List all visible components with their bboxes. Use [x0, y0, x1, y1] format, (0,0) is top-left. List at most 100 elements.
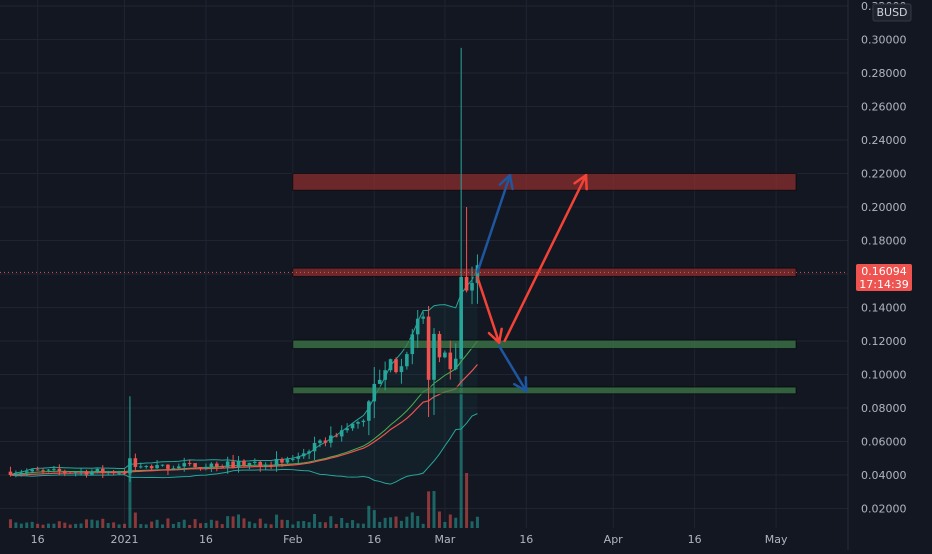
candle-body[interactable] — [68, 472, 72, 474]
candle-body[interactable] — [269, 465, 273, 467]
candle-body[interactable] — [301, 453, 306, 457]
projection-arrows[interactable] — [476, 173, 588, 393]
candle-body[interactable] — [323, 440, 328, 443]
candle-body[interactable] — [247, 462, 252, 466]
candle-body[interactable] — [8, 471, 13, 475]
candle-body[interactable] — [220, 466, 225, 468]
candle-body[interactable] — [117, 472, 121, 474]
candle-body[interactable] — [318, 440, 322, 443]
candles[interactable] — [8, 47, 480, 482]
candle-body[interactable] — [426, 316, 431, 380]
candle-body[interactable] — [394, 359, 398, 373]
candle-body[interactable] — [209, 463, 214, 467]
resistance-zone[interactable] — [292, 173, 797, 191]
candle-body[interactable] — [421, 316, 425, 319]
candle-body[interactable] — [138, 466, 143, 468]
candle-body[interactable] — [57, 468, 62, 472]
candle-body[interactable] — [160, 464, 165, 466]
candle-body[interactable] — [90, 471, 94, 475]
candle-body[interactable] — [464, 276, 469, 291]
candle-body[interactable] — [263, 465, 268, 467]
candle-body[interactable] — [475, 265, 480, 283]
candle-body[interactable] — [79, 471, 83, 473]
candle-body[interactable] — [448, 352, 453, 370]
candle-body[interactable] — [122, 472, 127, 474]
candle-body[interactable] — [155, 465, 159, 469]
candle-body[interactable] — [193, 463, 197, 467]
candle-body[interactable] — [372, 383, 377, 402]
red-projection-arrow[interactable] — [476, 276, 503, 344]
candle-body[interactable] — [95, 468, 100, 472]
candle-body[interactable] — [307, 451, 311, 454]
candle-body[interactable] — [84, 471, 89, 475]
candle-body[interactable] — [166, 464, 170, 469]
candle-body[interactable] — [415, 318, 420, 335]
candle-body[interactable] — [443, 352, 447, 358]
candle-body[interactable] — [204, 466, 208, 469]
candle-body[interactable] — [367, 401, 371, 421]
candle-body[interactable] — [24, 471, 29, 473]
candle-body[interactable] — [437, 333, 442, 358]
candle-body[interactable] — [410, 334, 415, 355]
candle-body[interactable] — [345, 428, 349, 431]
candle-body[interactable] — [14, 473, 18, 475]
candle-body[interactable] — [432, 333, 436, 380]
candle-body[interactable] — [242, 460, 246, 466]
candle-body[interactable] — [280, 458, 284, 463]
candle-body[interactable] — [356, 422, 360, 424]
candle-body[interactable] — [231, 461, 235, 468]
candle-body[interactable] — [383, 370, 387, 380]
time-axis[interactable]: 16 2021 16 Feb 16 Mar 16 Apr 16 May — [31, 533, 788, 546]
candle-body[interactable] — [334, 435, 339, 437]
candle-body[interactable] — [405, 354, 409, 367]
support-zone[interactable] — [292, 339, 797, 350]
candle-body[interactable] — [144, 466, 149, 468]
candle-body[interactable] — [312, 442, 317, 452]
candle-body[interactable] — [198, 466, 203, 469]
candle-body[interactable] — [459, 276, 463, 359]
candle-body[interactable] — [30, 469, 34, 472]
support-zone[interactable] — [292, 386, 797, 395]
candle-body[interactable] — [388, 359, 393, 371]
candle-body[interactable] — [73, 472, 78, 474]
candle-body[interactable] — [225, 461, 230, 467]
candle-body[interactable] — [111, 471, 116, 474]
candle-body[interactable] — [171, 468, 176, 470]
candle-body[interactable] — [62, 471, 67, 473]
blue-projection-arrow[interactable] — [497, 344, 528, 393]
candle-body[interactable] — [52, 468, 56, 470]
candle-body[interactable] — [46, 469, 51, 471]
candle-body[interactable] — [274, 458, 279, 466]
candle-body[interactable] — [182, 463, 187, 467]
currency-badge[interactable]: BUSD — [876, 6, 907, 19]
price-axis[interactable]: 0.02000 0.04000 0.06000 0.08000 0.10000 0.120… — [861, 0, 907, 516]
candle-body[interactable] — [258, 461, 263, 467]
blue-projection-arrow[interactable] — [476, 173, 514, 274]
candle-body[interactable] — [361, 420, 366, 423]
candle-body[interactable] — [215, 463, 219, 467]
candle-body[interactable] — [106, 471, 111, 473]
candle-body[interactable] — [399, 366, 404, 373]
candle-body[interactable] — [377, 379, 382, 384]
candle-body[interactable] — [470, 282, 474, 291]
candle-body[interactable] — [100, 468, 105, 473]
candle-body[interactable] — [453, 358, 458, 370]
candle-body[interactable] — [236, 460, 241, 468]
candle-body[interactable] — [253, 461, 257, 463]
candle-body[interactable] — [350, 423, 355, 429]
candle-body[interactable] — [133, 458, 138, 467]
candle-body[interactable] — [187, 463, 192, 465]
candle-body[interactable] — [35, 469, 40, 471]
candle-body[interactable] — [41, 470, 45, 472]
candle-body[interactable] — [19, 472, 24, 474]
candle-body[interactable] — [339, 430, 344, 437]
red-projection-arrow[interactable] — [503, 173, 588, 343]
candle-body[interactable] — [285, 459, 290, 463]
candle-body[interactable] — [291, 458, 295, 460]
candle-body[interactable] — [296, 456, 301, 459]
candle-body[interactable] — [128, 458, 132, 474]
candle-body[interactable] — [149, 466, 154, 469]
candle-body[interactable] — [177, 466, 181, 469]
